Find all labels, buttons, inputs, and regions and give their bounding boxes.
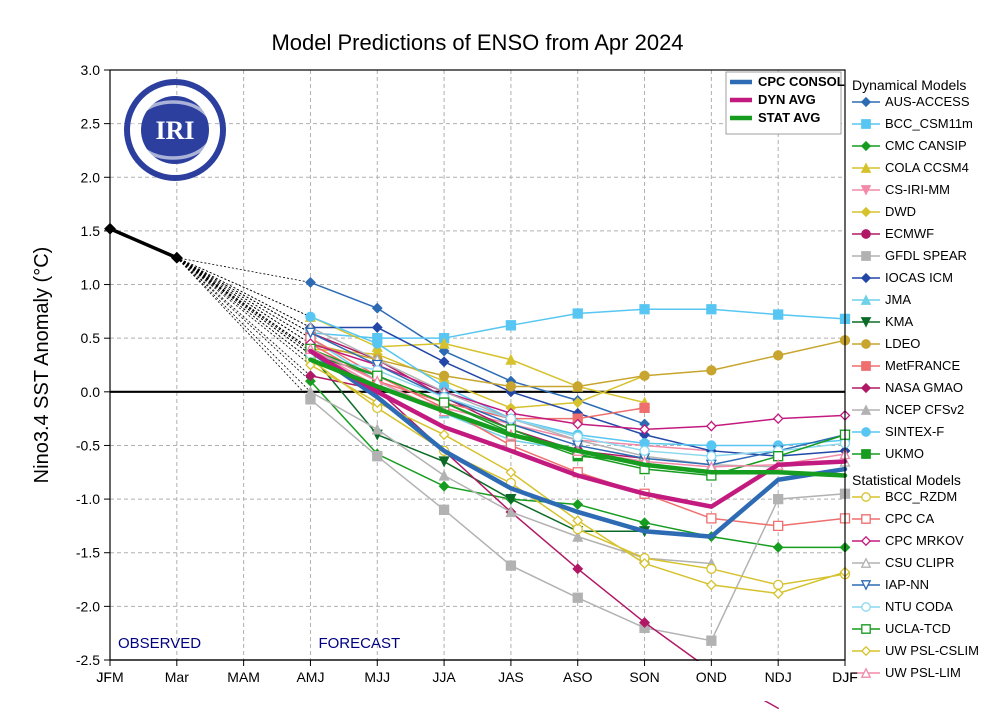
legend-item-label: GFDL SPEAR	[885, 248, 967, 263]
legend-item-label: UW PSL-CSLIM	[885, 643, 979, 658]
y-tick-label: 2.0	[81, 169, 101, 185]
y-tick-label: 3.0	[81, 62, 101, 78]
legend-main-label: CPC CONSOL	[758, 74, 845, 89]
chart-container: JFM Mar MAM AMJ MJJ JJA JAS ASO SON OND NDJ DJF -2.5…	[0, 0, 1000, 727]
legend-item-label: CPC CA	[885, 511, 934, 526]
svg-text:MJJ: MJJ	[364, 669, 390, 685]
mask-bottom	[109, 661, 846, 701]
legend-main-label: STAT AVG	[758, 110, 820, 125]
svg-text:MAM: MAM	[227, 669, 260, 685]
y-tick-label: -2.5	[76, 652, 100, 668]
y-tick-label: 0.0	[81, 384, 101, 400]
legend-item-label: COLA CCSM4	[885, 160, 969, 175]
svg-text:AMJ: AMJ	[296, 669, 324, 685]
svg-text:OND: OND	[696, 669, 727, 685]
legend-item-label: JMA	[885, 292, 911, 307]
legend-item-label: BCC_RZDM	[885, 489, 957, 504]
legend-item-label: CPC MRKOV	[885, 533, 964, 548]
y-tick-label: 1.5	[81, 223, 101, 239]
legend-item-label: SINTEX-F	[885, 424, 944, 439]
y-tick-label: -2.0	[76, 598, 100, 614]
y-tick-label: -1.0	[76, 491, 100, 507]
legend-item-label: CSU CLIPR	[885, 555, 954, 570]
chart-title: Model Predictions of ENSO from Apr 2024	[271, 30, 683, 55]
y-tick-label: 0.5	[81, 330, 101, 346]
svg-text:SON: SON	[629, 669, 659, 685]
legend-item-label: MetFRANCE	[885, 358, 960, 373]
y-axis-label: Nino3.4 SST Anomaly (°C)	[31, 247, 53, 484]
y-tick-label: -0.5	[76, 437, 100, 453]
iri-logo-text: IRI	[155, 116, 194, 145]
legend-item-label: KMA	[885, 314, 914, 329]
enso-plume-chart: JFM Mar MAM AMJ MJJ JJA JAS ASO SON OND NDJ DJF -2.5…	[0, 0, 1000, 727]
legend-header: Dynamical Models	[852, 77, 966, 93]
legend-item-label: NTU CODA	[885, 599, 953, 614]
legend-item-label: AUS-ACCESS	[885, 94, 970, 109]
legend-item-label: UCLA-TCD	[885, 621, 951, 636]
svg-text:Mar: Mar	[165, 669, 189, 685]
y-tick-label: 2.5	[81, 116, 101, 132]
legend-item-label: CMC CANSIP	[885, 138, 967, 153]
forecast-annotation: FORECAST	[318, 635, 400, 652]
legend-header: Statistical Models	[852, 472, 961, 488]
svg-text:JAS: JAS	[498, 669, 524, 685]
legend-item-label: LDEO	[885, 336, 920, 351]
y-tick-label: -1.5	[76, 545, 100, 561]
legend-item-label: UW PSL-LIM	[885, 665, 961, 680]
legend-item-label: IOCAS ICM	[885, 270, 953, 285]
legend-item-label: IAP-NN	[885, 577, 929, 592]
legend-main-label: DYN AVG	[758, 92, 816, 107]
y-tick-label: 1.0	[81, 277, 101, 293]
legend-item-label: NASA GMAO	[885, 380, 963, 395]
svg-text:JFM: JFM	[96, 669, 123, 685]
legend-item-label: NCEP CFSv2	[885, 402, 964, 417]
legend-item-label: DWD	[885, 204, 916, 219]
legend-item-label: ECMWF	[885, 226, 934, 241]
observed-annotation: OBSERVED	[118, 635, 201, 652]
svg-text:NDJ: NDJ	[765, 669, 792, 685]
legend-item-label: CS-IRI-MM	[885, 182, 950, 197]
svg-text:ASO: ASO	[563, 669, 593, 685]
legend-item-label: UKMO	[885, 446, 924, 461]
svg-text:JJA: JJA	[432, 669, 456, 685]
legend-item-label: BCC_CSM11m	[885, 116, 973, 131]
svg-text:DJF: DJF	[832, 669, 858, 685]
